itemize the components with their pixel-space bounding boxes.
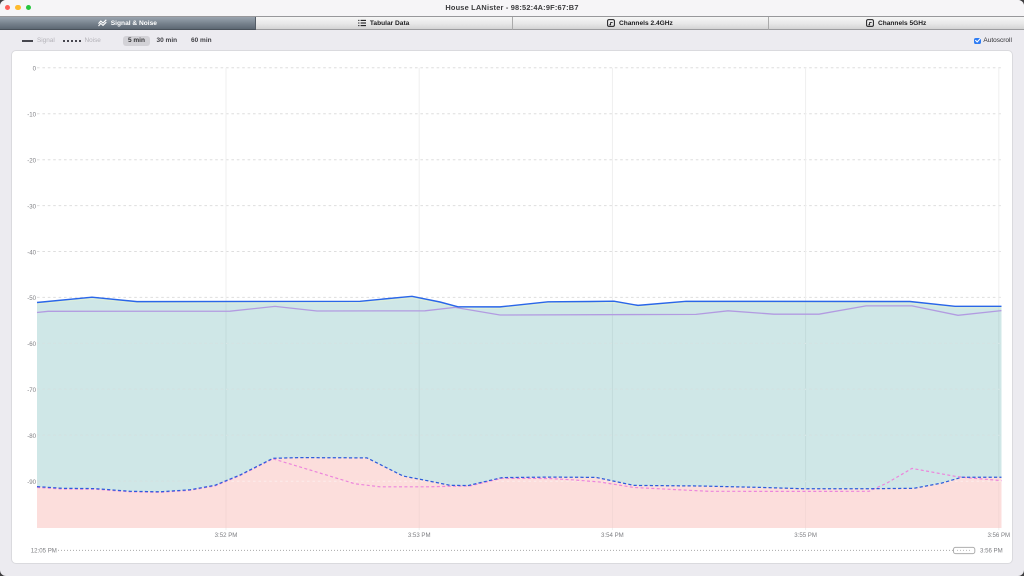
svg-text:3:56 PM: 3:56 PM bbox=[987, 532, 1010, 539]
svg-text:3:53 PM: 3:53 PM bbox=[408, 532, 431, 539]
svg-text:3:55 PM: 3:55 PM bbox=[794, 532, 817, 539]
svg-text:-10: -10 bbox=[27, 112, 36, 119]
svg-text:-70: -70 bbox=[27, 387, 36, 394]
svg-text:3:56 PM: 3:56 PM bbox=[980, 548, 1003, 555]
svg-text:0: 0 bbox=[33, 66, 37, 73]
svg-text:-60: -60 bbox=[27, 341, 36, 348]
svg-text:3:54 PM: 3:54 PM bbox=[601, 532, 624, 539]
svg-text:-80: -80 bbox=[27, 433, 36, 440]
svg-text:-90: -90 bbox=[27, 479, 36, 486]
svg-text:12:05 PM: 12:05 PM bbox=[31, 548, 57, 555]
svg-text:-30: -30 bbox=[27, 203, 36, 210]
svg-text:-20: -20 bbox=[27, 158, 36, 165]
svg-text:-50: -50 bbox=[27, 295, 36, 302]
svg-text:-40: -40 bbox=[27, 249, 36, 256]
svg-text:3:52 PM: 3:52 PM bbox=[215, 532, 238, 539]
